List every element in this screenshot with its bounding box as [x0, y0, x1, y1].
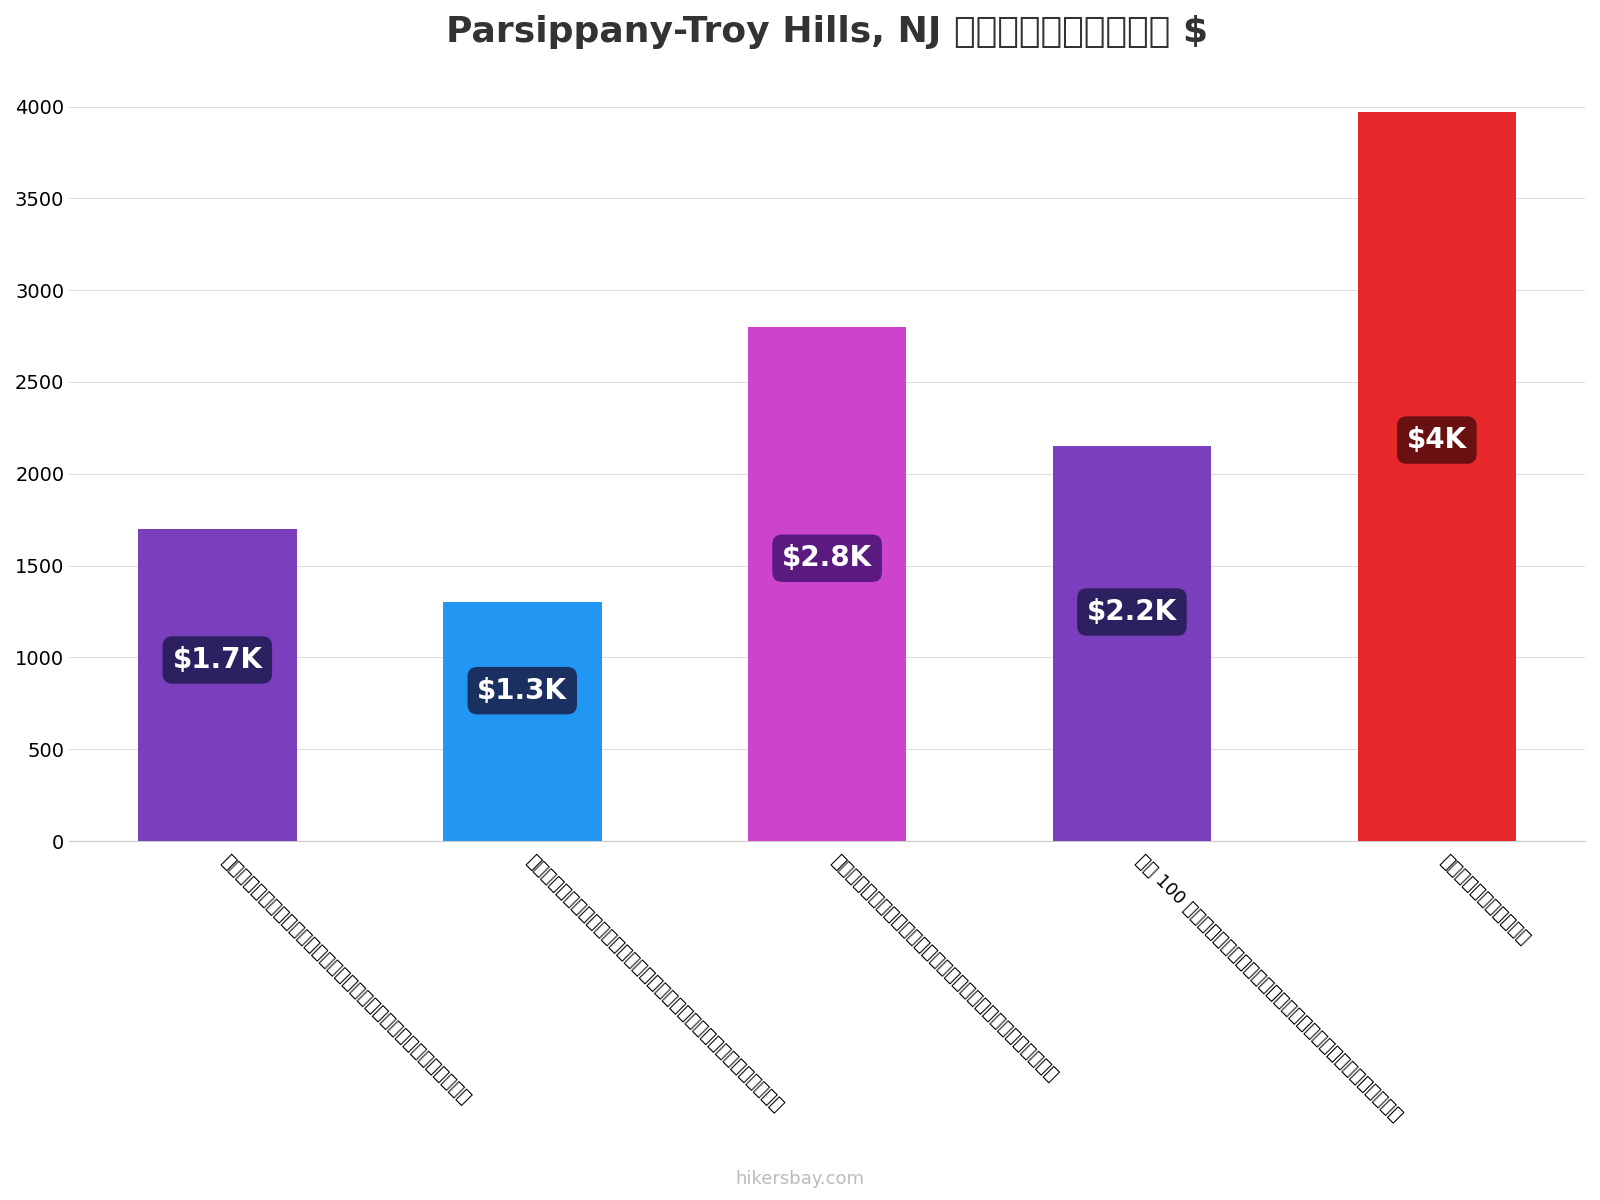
Title: Parsippany-Troy Hills, NJ ค่าครองชีพ $: Parsippany-Troy Hills, NJ ค่าครองชีพ $ — [446, 14, 1208, 49]
Text: $4K: $4K — [1406, 426, 1467, 454]
Text: $2.8K: $2.8K — [782, 545, 872, 572]
Bar — [1357, 112, 1517, 841]
Bar — [138, 529, 296, 841]
Bar — [443, 602, 602, 841]
Text: $2.2K: $2.2K — [1086, 598, 1178, 626]
Bar — [747, 326, 906, 841]
Text: hikersbay.com: hikersbay.com — [736, 1170, 864, 1188]
Text: $1.3K: $1.3K — [477, 677, 568, 704]
Bar — [1053, 446, 1211, 841]
Text: $1.7K: $1.7K — [173, 646, 262, 674]
